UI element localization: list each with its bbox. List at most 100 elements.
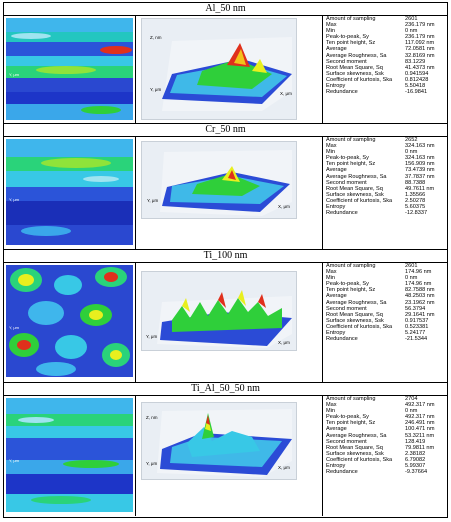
- stat-value: 72.0581 nm: [405, 46, 435, 53]
- stat-row: Min 0 nm: [324, 275, 447, 281]
- surface-3d-plot: Z, nm Y, μm X, μm: [141, 18, 297, 120]
- stat-value: 23.1962 nm: [405, 299, 435, 306]
- z-axis-label: Z, nm: [150, 35, 162, 40]
- stat-value: -12.8337: [405, 210, 428, 217]
- stat-value: 246.491 nm: [405, 420, 435, 427]
- stat-label: Amount of sampling: [326, 137, 376, 143]
- svg-text:Y, μm: Y, μm: [9, 72, 20, 77]
- stat-row: Surface skewness, Ssk 0.941594: [324, 71, 447, 77]
- results-table: Al_50 nm Y, μm: [3, 2, 448, 518]
- stat-label: Max: [326, 269, 337, 276]
- stat-row: Max 492.317 nm: [324, 402, 447, 408]
- stat-label: Root Mean Square, Sq: [326, 185, 383, 192]
- stat-row: Entropy 5.50418: [324, 83, 447, 89]
- stat-value: 48.2503 nm: [405, 293, 435, 300]
- height-map-image: Y, μm: [6, 398, 133, 512]
- stat-label: Redundance: [326, 89, 358, 96]
- stat-row: Max 236.179 nm: [324, 22, 447, 28]
- stat-row: Coefficient of kurtosis, Ska 6.79082: [324, 457, 447, 463]
- stat-value: 0 nm: [405, 408, 418, 415]
- stat-row: Peak-to-peak, Sy 324.163 nm: [324, 155, 447, 161]
- stat-label: Surface skewness, Ssk: [326, 191, 384, 198]
- stat-row: Ten point height, Sz 82.7588 nm: [324, 287, 447, 293]
- stat-row: Amount of sampling 2601: [324, 16, 447, 22]
- stat-value: 2601: [405, 263, 418, 269]
- x-axis-label: X, μm: [280, 91, 292, 96]
- stat-value: 0 nm: [405, 28, 418, 35]
- stat-row: Redundance -16.9841: [324, 89, 447, 95]
- stat-row: Second moment 83.1229: [324, 59, 447, 65]
- stat-row: Second moment 128.419: [324, 439, 447, 445]
- stat-row: Ten point height, Sz 117.092 nm: [324, 40, 447, 46]
- height-map-image: Y, μm: [6, 265, 133, 377]
- stat-row: Redundance -21.5344: [324, 336, 447, 342]
- stat-row: Average Roughness, Sa 53.3211 nm: [324, 433, 447, 439]
- stat-row: Amount of sampling 2601: [324, 263, 447, 269]
- stat-row: Min 0 nm: [324, 28, 447, 34]
- stat-label: Surface skewness, Ssk: [326, 70, 384, 77]
- stat-value: 88.7388: [405, 179, 426, 186]
- stat-row: Entropy 5.60375: [324, 204, 447, 210]
- svg-text:Y, μm: Y, μm: [9, 325, 20, 330]
- stat-row: Max 174.96 nm: [324, 269, 447, 275]
- stat-value: 0 nm: [405, 149, 418, 156]
- stat-row: Entropy 5.99307: [324, 463, 447, 469]
- stat-row: Max 324.163 nm: [324, 143, 447, 149]
- stat-row: Average Roughness, Sa 23.1962 nm: [324, 300, 447, 306]
- stat-row: Root Mean Square, Sq 41.4373 nm: [324, 65, 447, 71]
- stat-value: 174.96 nm: [405, 269, 432, 276]
- stat-label: Peak-to-peak, Sy: [326, 414, 369, 421]
- stat-label: Surface skewness, Ssk: [326, 317, 384, 324]
- y-axis-label: Y, μm: [147, 198, 159, 203]
- stat-value: 56.3794: [405, 305, 426, 312]
- stat-value: 79.9811 nm: [405, 444, 435, 451]
- stat-value: 2.50278: [405, 197, 426, 204]
- stat-label: Redundance: [326, 210, 358, 217]
- surface-3d-plot: Y, μm X, μm: [141, 141, 297, 219]
- stat-value: 236.179 nm: [405, 22, 435, 29]
- stat-value: 41.4373 nm: [405, 64, 435, 71]
- stat-row: Root Mean Square, Sq 79.9811 nm: [324, 445, 447, 451]
- stat-value: 128.419: [405, 438, 426, 445]
- stat-label: Max: [326, 22, 337, 29]
- stat-value: 73.4739 nm: [405, 167, 435, 174]
- stat-row: Surface skewness, Ssk 2.38182: [324, 451, 447, 457]
- stat-label: Peak-to-peak, Sy: [326, 155, 369, 162]
- height-map-image: Y, μm: [6, 139, 133, 245]
- stat-label: Amount of sampling: [326, 396, 376, 402]
- stat-label: Ten point height, Sz: [326, 420, 376, 427]
- stat-row: Coefficient of kurtosis, Ska 0.523381: [324, 324, 447, 330]
- surface-3d-plot: Y, μm X, μm: [141, 271, 297, 351]
- sample-section-cr-50: Cr_50 nm Y, μm: [4, 124, 447, 250]
- stat-value: 1.35566: [405, 191, 426, 198]
- stat-row: Min 0 nm: [324, 408, 447, 414]
- stat-label: Second moment: [326, 58, 367, 65]
- statistics-list: Amount of sampling 2601 Max 236.179 nm Min…: [324, 16, 447, 95]
- stat-label: Second moment: [326, 305, 367, 312]
- y-axis-label: Y, μm: [150, 87, 162, 92]
- stat-row: Average 72.0581 nm: [324, 46, 447, 52]
- stat-value: 53.3211 nm: [405, 432, 435, 439]
- height-map-image: Y, μm: [6, 18, 133, 120]
- stat-value: 0.523381: [405, 323, 429, 330]
- stat-value: 117.092 nm: [405, 40, 435, 47]
- stat-label: Max: [326, 143, 337, 150]
- stat-label: Coefficient of kurtosis, Ska: [326, 76, 393, 83]
- stat-label: Redundance: [326, 336, 358, 343]
- stat-label: Second moment: [326, 179, 367, 186]
- stat-label: Coefficient of kurtosis, Ska: [326, 456, 393, 463]
- stat-row: Surface skewness, Ssk 0.917537: [324, 318, 447, 324]
- x-axis-label: X, μm: [278, 465, 290, 470]
- stat-value: 6.79082: [405, 456, 426, 463]
- sample-title: Al_50 nm: [4, 3, 447, 16]
- stat-row: Root Mean Square, Sq 49.7611 nm: [324, 186, 447, 192]
- stat-row: Amount of sampling 2704: [324, 396, 447, 402]
- sample-section-al-50: Al_50 nm Y, μm: [4, 3, 447, 124]
- stat-label: Min: [326, 275, 336, 282]
- stat-label: Average: [326, 46, 347, 53]
- stat-label: Average Roughness, Sa: [326, 173, 387, 180]
- stat-label: Min: [326, 149, 336, 156]
- stat-label: Average: [326, 426, 347, 433]
- stat-row: Average Roughness, Sa 32.8169 nm: [324, 53, 447, 59]
- stat-value: 2.38182: [405, 450, 426, 457]
